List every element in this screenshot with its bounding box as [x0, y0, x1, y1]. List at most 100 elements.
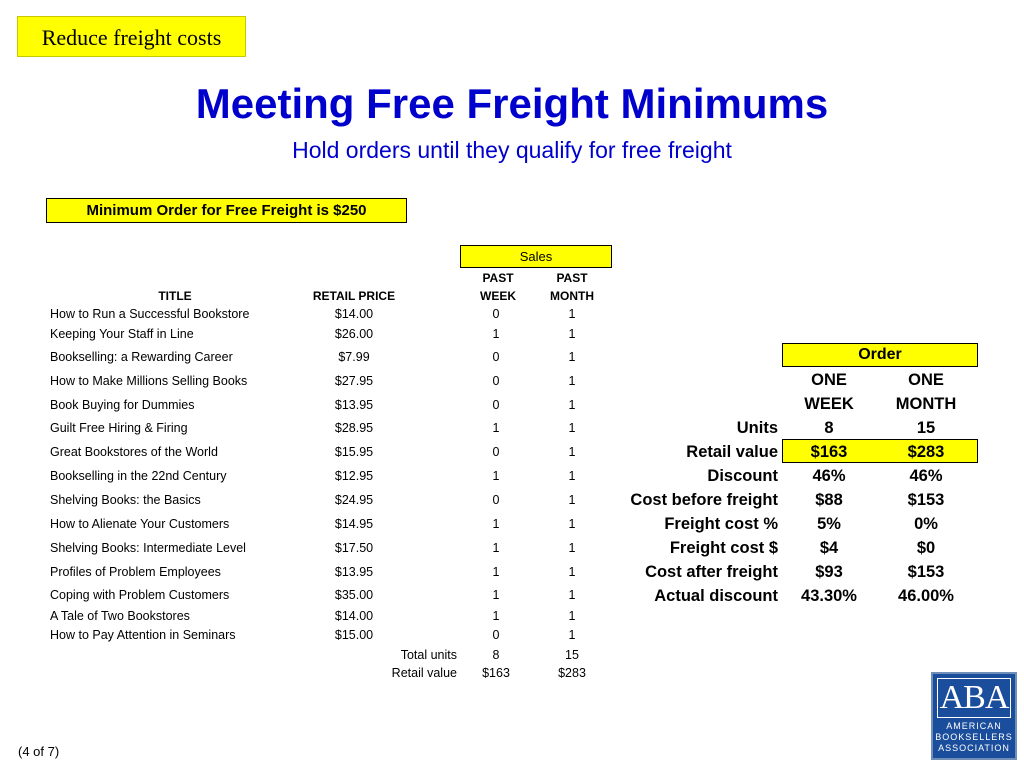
book-price: $14.00 [334, 307, 374, 321]
order-row-month: $0 [916, 539, 936, 557]
book-price: $26.00 [334, 327, 374, 341]
order-row-month: 46.00% [898, 587, 954, 605]
minimum-order-note: Minimum Order for Free Freight is $250 [46, 198, 407, 223]
aba-logo: ABA AMERICAN BOOKSELLERS ASSOCIATION [931, 672, 1017, 760]
page-title: Meeting Free Freight Minimums [195, 80, 829, 127]
col-header-week-line1: PAST [482, 271, 514, 285]
book-price: $17.50 [334, 541, 374, 555]
order-row-label: Cost before freight [630, 491, 778, 509]
book-week-sales: 1 [492, 541, 500, 555]
book-week-sales: 0 [492, 307, 500, 321]
book-title: Shelving Books: the Basics [50, 493, 201, 507]
book-month-sales: 1 [568, 398, 576, 412]
book-title: How to Pay Attention in Seminars [50, 628, 236, 642]
col-header-week: PAST WEEK [468, 269, 528, 305]
book-month-sales: 1 [568, 327, 576, 341]
book-price: $35.00 [334, 588, 374, 602]
col-header-month: PAST MONTH [542, 269, 602, 305]
book-title: Coping with Problem Customers [50, 588, 230, 602]
book-month-sales: 1 [568, 445, 576, 459]
order-row-week: $93 [815, 563, 843, 581]
book-title: A Tale of Two Bookstores [50, 609, 190, 623]
book-week-sales: 0 [492, 445, 500, 459]
book-month-sales: 1 [568, 628, 576, 642]
book-week-sales: 0 [492, 374, 500, 388]
order-row-week: 8 [824, 419, 834, 437]
order-row-month: $283 [907, 443, 945, 461]
order-row-label: Cost after freight [645, 563, 778, 581]
book-week-sales: 0 [492, 350, 500, 364]
book-week-sales: 1 [492, 327, 500, 341]
logo-letters: ABA [937, 678, 1011, 718]
book-week-sales: 1 [492, 565, 500, 579]
logo-line-3: ASSOCIATION [938, 743, 1010, 753]
book-week-sales: 1 [492, 609, 500, 623]
book-month-sales: 1 [568, 421, 576, 435]
col-header-month-line1: PAST [556, 271, 588, 285]
order-col-week-line1: ONE [811, 371, 847, 389]
order-row-label: Units [736, 419, 778, 437]
col-header-price: RETAIL PRICE [312, 289, 396, 303]
order-row-week: $4 [819, 539, 839, 557]
logo-line-2: BOOKSELLERS [935, 732, 1013, 742]
retail-value-highlight [782, 439, 978, 463]
sales-header: Sales [460, 245, 612, 268]
book-title: Book Buying for Dummies [50, 398, 195, 412]
book-title: Bookselling in the 22nd Century [50, 469, 227, 483]
order-row-month: 46% [909, 467, 943, 485]
book-title: How to Make Millions Selling Books [50, 374, 248, 388]
topic-tag: Reduce freight costs [17, 16, 246, 57]
book-week-sales: 0 [492, 628, 500, 642]
order-row-label: Retail value [686, 443, 778, 461]
total-units-label: Total units [400, 648, 457, 662]
book-price: $13.95 [334, 565, 374, 579]
book-week-sales: 1 [492, 421, 500, 435]
col-header-month-line2: MONTH [550, 289, 594, 303]
book-month-sales: 1 [568, 350, 576, 364]
book-month-sales: 1 [568, 517, 576, 531]
order-row-week: $163 [810, 443, 848, 461]
book-month-sales: 1 [568, 541, 576, 555]
order-row-month: 0% [914, 515, 938, 533]
book-price: $24.95 [334, 493, 374, 507]
order-row-week: 46% [812, 467, 846, 485]
book-price: $14.95 [334, 517, 374, 531]
order-row-label: Freight cost $ [669, 539, 778, 557]
page-counter: (4 of 7) [18, 744, 60, 759]
book-price: $28.95 [334, 421, 374, 435]
order-row-week: 5% [817, 515, 841, 533]
order-row-month: $153 [907, 491, 945, 509]
order-col-month-line1: ONE [908, 371, 944, 389]
book-price: $7.99 [338, 350, 370, 364]
order-row-label: Freight cost % [664, 515, 778, 533]
book-price: $15.00 [334, 628, 374, 642]
book-title: Guilt Free Hiring & Firing [50, 421, 188, 435]
total-units-week: 8 [492, 648, 500, 662]
order-row-week: $88 [815, 491, 843, 509]
book-title: Great Bookstores of the World [50, 445, 218, 459]
total-units-month: 15 [565, 648, 579, 662]
book-title: Keeping Your Staff in Line [50, 327, 194, 341]
total-value-label: Retail value [391, 666, 457, 680]
total-value-month: $283 [558, 666, 586, 680]
book-month-sales: 1 [568, 374, 576, 388]
book-title: Shelving Books: Intermediate Level [50, 541, 246, 555]
book-price: $15.95 [334, 445, 374, 459]
book-price: $13.95 [334, 398, 374, 412]
order-row-week: 43.30% [801, 587, 857, 605]
book-title: How to Run a Successful Bookstore [50, 307, 250, 321]
book-title: Profiles of Problem Employees [50, 565, 221, 579]
page-subtitle: Hold orders until they qualify for free … [292, 137, 732, 163]
order-row-label: Actual discount [654, 587, 778, 605]
order-row-month: $153 [907, 563, 945, 581]
book-week-sales: 1 [492, 588, 500, 602]
book-title: How to Alienate Your Customers [50, 517, 230, 531]
total-value-week: $163 [482, 666, 510, 680]
book-month-sales: 1 [568, 493, 576, 507]
order-col-week-line2: WEEK [804, 395, 854, 413]
book-month-sales: 1 [568, 588, 576, 602]
order-row-label: Discount [707, 467, 778, 485]
col-header-title: TITLE [158, 289, 192, 303]
book-week-sales: 1 [492, 469, 500, 483]
book-month-sales: 1 [568, 565, 576, 579]
